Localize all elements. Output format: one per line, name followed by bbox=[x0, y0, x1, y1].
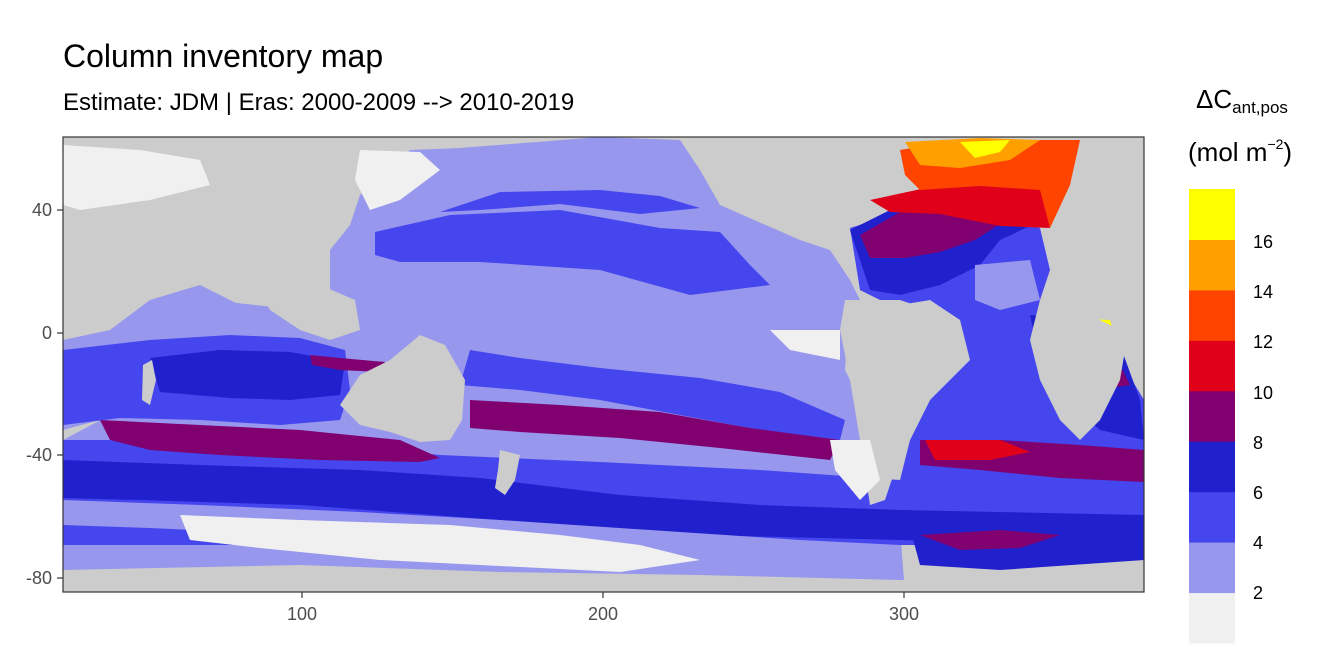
okhotsk-patch bbox=[355, 150, 440, 210]
legend-title-symbol: ΔC bbox=[1196, 84, 1233, 114]
plot-subtitle: Estimate: JDM | Eras: 2000-2009 --> 2010… bbox=[63, 89, 575, 116]
y-tick-label: -80 bbox=[26, 568, 52, 588]
x-tick-label: 100 bbox=[287, 604, 317, 624]
antarctica bbox=[63, 565, 1144, 592]
land-masses bbox=[63, 285, 1144, 592]
australia bbox=[340, 335, 465, 442]
east-pacific-patch bbox=[770, 330, 840, 360]
legend-unit: (mol m−2) bbox=[1188, 136, 1292, 168]
legend-colorbar bbox=[1189, 189, 1235, 644]
africa bbox=[1030, 300, 1125, 440]
new-zealand bbox=[495, 450, 520, 495]
legend-break-label: 8 bbox=[1253, 433, 1263, 453]
pacific-north-subarctic bbox=[440, 190, 700, 214]
southern-ocean-purple-indian bbox=[100, 420, 440, 462]
y-tick-label: 40 bbox=[32, 200, 52, 220]
x-axis: 100 200 300 bbox=[287, 592, 919, 624]
legend-swatch bbox=[1189, 491, 1235, 543]
southern-ocean-purple-pacific bbox=[470, 400, 840, 460]
legend-swatch bbox=[1189, 340, 1235, 392]
pacific-equatorial-band bbox=[460, 350, 845, 440]
y-axis: 40 0 -40 -80 bbox=[26, 200, 63, 588]
atlantic-north-purple bbox=[860, 210, 1000, 258]
patagonia-patch bbox=[830, 440, 880, 500]
legend-swatch bbox=[1189, 390, 1235, 442]
south-atlantic-light bbox=[975, 260, 1040, 310]
plot-title: Column inventory map bbox=[63, 38, 384, 74]
map-panel bbox=[63, 137, 1144, 592]
legend-break-label: 14 bbox=[1253, 282, 1273, 302]
madagascar bbox=[142, 360, 156, 405]
atlantic-subpolar bbox=[870, 182, 1050, 228]
antarctic-margin bbox=[180, 515, 700, 572]
low-inventory-patches bbox=[63, 145, 880, 500]
arctic-patch bbox=[63, 145, 210, 210]
legend-swatch bbox=[1189, 189, 1235, 240]
legend-break-label: 2 bbox=[1253, 583, 1263, 603]
legend-labels: 2 4 6 8 10 12 14 16 bbox=[1253, 232, 1273, 603]
legend-swatch bbox=[1189, 592, 1235, 644]
south-atlantic-red bbox=[925, 440, 1030, 460]
x-tick-label: 300 bbox=[889, 604, 919, 624]
legend-break-label: 10 bbox=[1253, 383, 1273, 403]
legend-break-label: 6 bbox=[1253, 483, 1263, 503]
pacific-north-band bbox=[375, 210, 770, 295]
y-tick-label: 0 bbox=[42, 323, 52, 343]
legend-title-subscript: ant,pos bbox=[1232, 98, 1288, 117]
legend-swatch bbox=[1189, 542, 1235, 594]
legend-swatch bbox=[1189, 441, 1235, 493]
maritime-asia bbox=[260, 285, 360, 340]
atlantic-nordic-max bbox=[960, 140, 1010, 158]
indian-equatorial-purple bbox=[310, 355, 385, 372]
southern-ocean-deep-belt bbox=[63, 460, 1144, 545]
y-tick-label: -40 bbox=[26, 445, 52, 465]
legend-unit-open: (mol m bbox=[1188, 137, 1268, 167]
legend-swatch bbox=[1189, 239, 1235, 291]
legend-title: ΔCant,pos bbox=[1196, 84, 1288, 118]
legend-break-label: 16 bbox=[1253, 232, 1273, 252]
legend-break-label: 4 bbox=[1253, 533, 1263, 553]
legend-unit-close: ) bbox=[1283, 137, 1293, 167]
legend-unit-exponent: −2 bbox=[1267, 136, 1284, 152]
weddell-purple bbox=[920, 530, 1060, 550]
legend-swatch bbox=[1189, 289, 1235, 341]
x-tick-label: 200 bbox=[588, 604, 618, 624]
indian-subtropical bbox=[150, 350, 345, 400]
legend-break-label: 12 bbox=[1253, 332, 1273, 352]
